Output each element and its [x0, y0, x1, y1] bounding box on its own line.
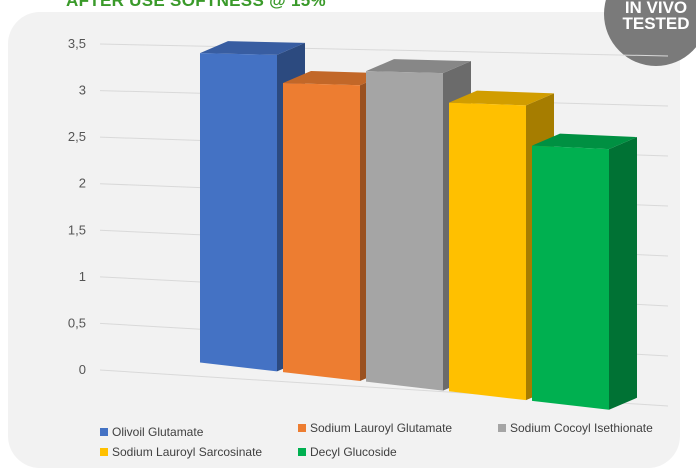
bar-front — [449, 102, 526, 401]
y-tick-label: 1,5 — [68, 222, 86, 237]
y-tick-label: 0,5 — [68, 315, 86, 330]
bar-front — [532, 145, 609, 410]
bar-front — [366, 71, 443, 391]
bar-side — [609, 137, 637, 410]
y-tick-label: 2 — [79, 176, 86, 191]
bar-front — [283, 82, 360, 381]
badge-line-1: IN VIVO — [624, 0, 688, 17]
bar — [532, 133, 637, 410]
bar-front — [200, 53, 277, 372]
chart-title: AFTER USE SOFTNESS @ 15% — [66, 0, 326, 10]
bars — [200, 41, 637, 410]
y-tick-label: 0 — [79, 362, 86, 377]
y-tick-label: 2,5 — [68, 129, 86, 144]
bar-top — [449, 90, 554, 106]
y-axis-ticks: 0 0,5 1 1,5 2 2,5 3 3,5 — [68, 36, 86, 377]
y-tick-label: 3 — [79, 83, 86, 98]
badge-line-2: TESTED — [622, 14, 690, 33]
bar-top — [283, 70, 388, 86]
y-tick-label: 1 — [79, 269, 86, 284]
bar-top — [532, 133, 637, 150]
bar-top — [200, 41, 305, 55]
y-tick-label: 3,5 — [68, 36, 86, 51]
gridline — [99, 43, 669, 57]
bar-top — [366, 59, 471, 74]
